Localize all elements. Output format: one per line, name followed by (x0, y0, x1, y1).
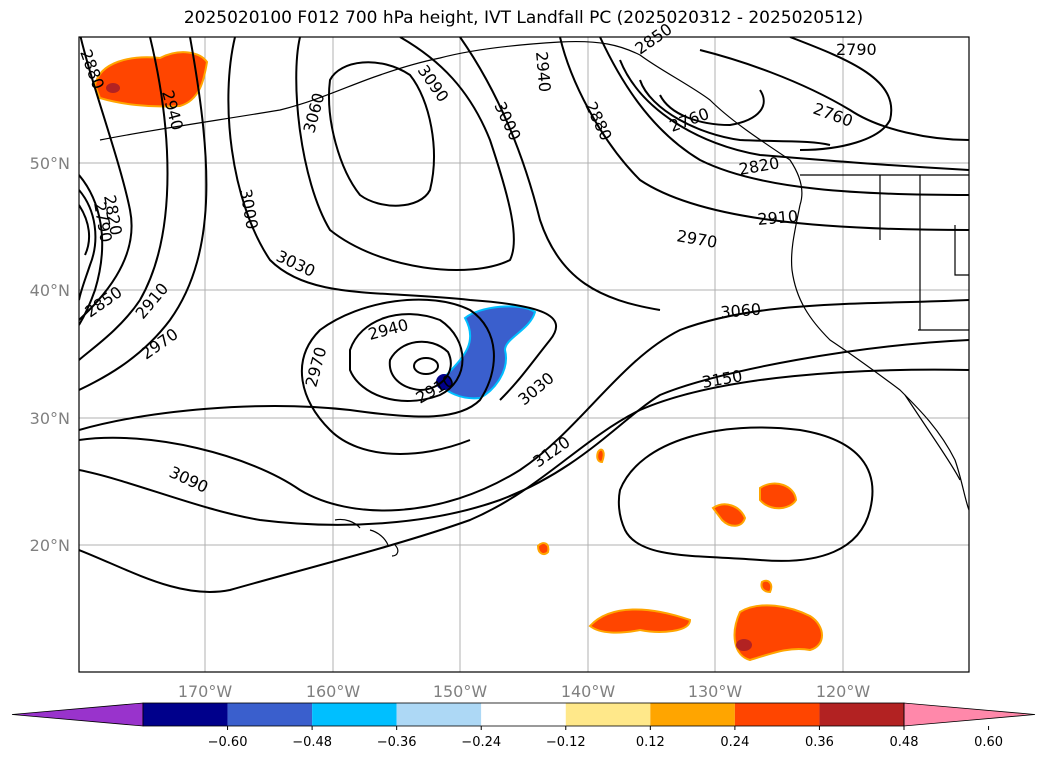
colorbar-tick-label: −0.24 (461, 735, 501, 750)
lat-label: 40°N (30, 281, 70, 300)
contour-label: 2910 (757, 207, 799, 229)
ivt-positive-region-se2 (759, 482, 798, 510)
ivt-positive-region-s4 (760, 579, 773, 594)
lon-label: 120°W (816, 682, 871, 701)
lon-label: 130°W (688, 682, 743, 701)
lon-label: 160°W (306, 682, 361, 701)
ivt-positive-region-s3 (596, 448, 605, 464)
colorbar-outline (142, 702, 905, 727)
map-title: 2025020100 F012 700 hPa height, IVT Land… (183, 8, 864, 28)
colorbar-segment (312, 703, 397, 726)
contour-line (79, 299, 969, 512)
colorbar-tick-label: 0.60 (974, 735, 1003, 750)
coastlines (99, 41, 969, 557)
contour-line (699, 49, 969, 141)
colorbar-tick-label: 0.24 (720, 735, 749, 750)
colorbar-tick-label: 0.12 (636, 735, 665, 750)
contour-line (79, 298, 495, 455)
colorbar-segment (481, 703, 566, 726)
ivt-fill-regions (93, 51, 823, 662)
contour-line (413, 357, 439, 375)
lon-label: 150°W (433, 682, 488, 701)
ivt-positive-region-s2 (536, 542, 550, 555)
colorbar-tick-label: 0.48 (890, 735, 919, 750)
coastline-hawaii (334, 518, 399, 557)
ivt-positive-core-se3 (736, 639, 752, 651)
contour-line (79, 37, 208, 391)
lon-label: 140°W (561, 682, 616, 701)
ivt-positive-region-nw (93, 51, 209, 108)
contour-line (328, 61, 435, 207)
contour-line (79, 174, 104, 326)
colorbar-tick-label: −0.48 (292, 735, 332, 750)
colorbar-segment (734, 703, 820, 726)
colorbar-segment (650, 703, 735, 726)
colorbar-segment (565, 703, 651, 726)
ivt-negative-region-central (438, 305, 537, 400)
colorbar-tick-label: 0.36 (805, 735, 834, 750)
ivt-positive-core-nw (106, 83, 120, 93)
ivt-positive-region-se1 (711, 503, 747, 527)
coastline-west-north-america (790, 204, 969, 511)
colorbar-segment (143, 703, 228, 726)
height-contours (79, 37, 969, 593)
contour-line (79, 339, 969, 526)
longitude-labels: 170°W 160°W 150°W 140°W 130°W 120°W (178, 682, 871, 701)
border-states (879, 175, 969, 331)
ivt-negative-core-central (436, 374, 452, 390)
contour-line (639, 79, 831, 146)
contour-line (79, 37, 133, 321)
contour-line (599, 37, 969, 196)
contour-line (79, 368, 969, 593)
contour-line (349, 313, 464, 402)
contour-line (227, 37, 557, 401)
contour-label: 2790 (836, 40, 877, 59)
lon-label: 170°W (178, 682, 233, 701)
map-frame (78, 36, 970, 673)
colorbar: −0.60 −0.48 −0.36 −0.24 −0.12 0.12 0.24 0.36 0.4… (11, 702, 1036, 750)
colorbar-segment (227, 703, 313, 726)
contour-line (789, 37, 893, 151)
contour-line (79, 37, 169, 361)
contour-label: 2940 (532, 51, 554, 93)
ivt-positive-region-se3 (733, 604, 823, 662)
latitude-labels: 50°N 40°N 30°N 20°N (30, 154, 70, 555)
lat-label: 30°N (30, 409, 70, 428)
contour-line (617, 426, 874, 562)
contour-line (619, 59, 969, 171)
ivt-positive-region-s1 (588, 608, 692, 634)
colorbar-segment (396, 703, 482, 726)
colorbar-extend-low (11, 702, 144, 727)
colorbar-extend-high (903, 702, 1036, 727)
colorbar-tick-label: −0.12 (546, 735, 586, 750)
colorbar-tick-label: −0.60 (208, 735, 248, 750)
coastline-baja (904, 394, 961, 481)
contour-line (388, 340, 452, 392)
contour-line (295, 37, 515, 271)
contour-line (559, 37, 969, 231)
contour-line (79, 204, 91, 256)
contour-line (459, 37, 661, 311)
lat-label: 50°N (30, 154, 70, 173)
lat-label: 20°N (30, 536, 70, 555)
contour-label: 3060 (720, 300, 762, 322)
colorbar-tick-label: −0.36 (377, 735, 417, 750)
coastline-alaska (99, 41, 803, 206)
colorbar-segment (819, 703, 904, 726)
contour-line (79, 189, 97, 301)
contour-line (659, 89, 765, 127)
